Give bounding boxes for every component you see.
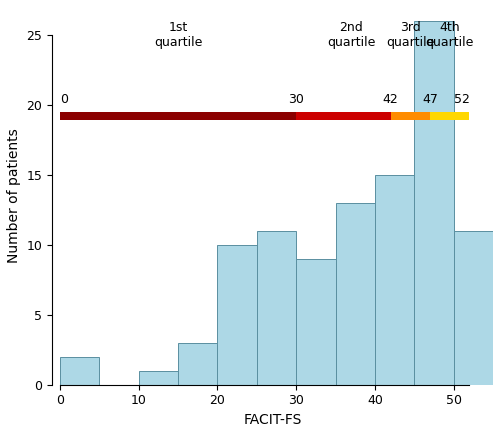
Text: 42: 42 [383,92,398,105]
Bar [178,343,218,385]
Text: 4th
quartile: 4th quartile [426,21,474,49]
Text: 3rd
quartile: 3rd quartile [386,21,434,49]
Bar [375,175,414,385]
Text: 1st
quartile: 1st quartile [154,21,202,49]
Bar [454,231,493,385]
Bar [60,357,100,385]
Text: 30: 30 [288,92,304,105]
Bar [296,112,390,120]
Bar [296,259,336,385]
Bar [390,112,430,120]
Text: 0: 0 [60,92,68,105]
X-axis label: FACIT-FS: FACIT-FS [244,413,302,427]
Y-axis label: Number of patients: Number of patients [7,128,21,263]
Text: 52: 52 [454,92,469,105]
Bar [218,245,257,385]
Text: 47: 47 [422,92,438,105]
Bar [414,21,454,385]
Bar [60,112,296,120]
Text: 2nd
quartile: 2nd quartile [327,21,376,49]
Bar [138,371,178,385]
Bar [336,203,375,385]
Bar [257,231,296,385]
Bar [430,112,470,120]
